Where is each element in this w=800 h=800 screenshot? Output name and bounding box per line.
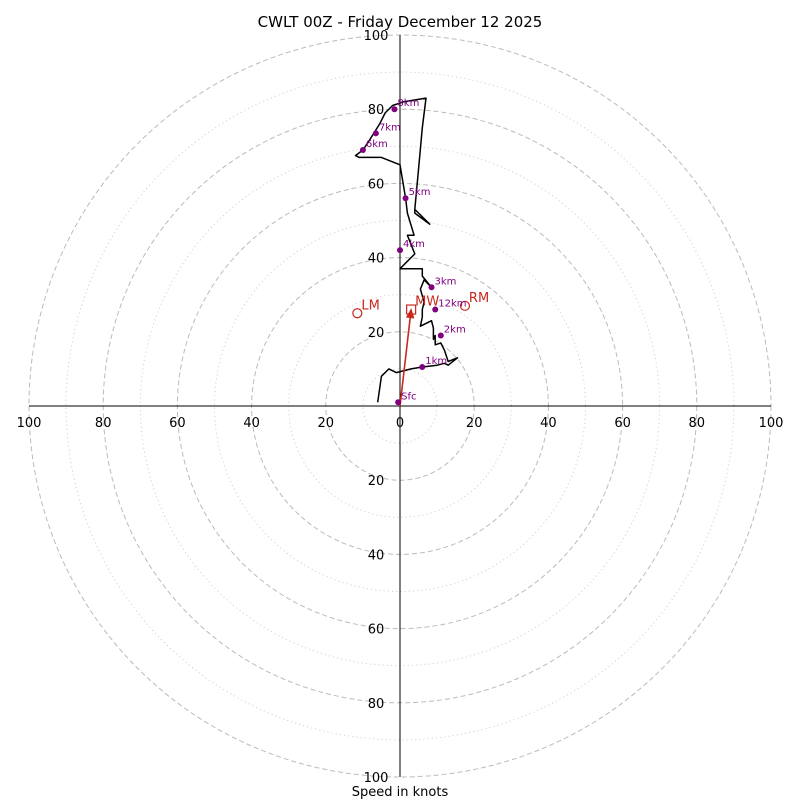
x-tick-label: 80 — [95, 416, 112, 431]
y-tick-label: 60 — [368, 177, 385, 192]
height-marker-5km — [402, 195, 409, 202]
height-marker-2km — [437, 332, 444, 339]
height-marker-12km — [432, 306, 439, 313]
y-tick-label: 100 — [364, 29, 389, 44]
storm-motion-marker-lm — [352, 308, 363, 319]
height-marker-label-4km: 4km — [403, 239, 425, 250]
x-axis-label: Speed in knots — [352, 785, 449, 800]
y-tick-label: 20 — [368, 474, 385, 489]
height-marker-1km — [419, 364, 426, 371]
y-tick-label: 100 — [364, 771, 389, 786]
storm-motion-label-rm: RM — [469, 291, 489, 306]
height-marker-sfc — [395, 399, 402, 406]
y-tick-label: 40 — [368, 548, 385, 563]
y-tick-label: 60 — [368, 623, 385, 638]
height-marker-7km — [372, 130, 379, 137]
y-tick-label: 20 — [368, 326, 385, 341]
y-tick-label: 80 — [368, 697, 385, 712]
height-marker-4km — [397, 247, 403, 254]
wind-trace — [354, 97, 459, 403]
x-tick-label: 60 — [614, 416, 631, 431]
storm-motion-label-mw: MW — [415, 295, 439, 310]
height-marker-label-5km: 5km — [409, 187, 431, 198]
x-tick-label: 100 — [17, 416, 42, 431]
height-marker-3km — [428, 284, 435, 291]
storm-motion-label-lm: LM — [361, 298, 379, 313]
wind-trace-group — [354, 97, 459, 403]
y-tick-label: 40 — [368, 252, 385, 267]
height-marker-6km — [359, 147, 366, 154]
storm-motion-marker-mw — [406, 304, 417, 315]
height-marker-label-6km: 6km — [366, 139, 388, 150]
height-marker-label-2km: 2km — [444, 325, 466, 336]
x-tick-label: 20 — [466, 416, 483, 431]
x-tick-label: 0 — [396, 416, 404, 431]
x-tick-label: 40 — [243, 416, 260, 431]
storm-motion-marker-rm — [459, 300, 471, 311]
chart-title: CWLT 00Z - Friday December 12 2025 — [258, 13, 543, 31]
y-tick-label: 80 — [368, 103, 385, 118]
height-markers-group: Sfc 1km 2km 12km 3km 4km 5km 6km 7km 8km — [359, 98, 467, 406]
height-marker-label-1km: 1km — [425, 356, 447, 367]
shear-vector-line — [399, 309, 412, 407]
x-tick-label: 60 — [169, 416, 186, 431]
height-marker-8km — [391, 106, 398, 113]
x-tick-label: 80 — [689, 416, 706, 431]
x-tick-label: 100 — [759, 416, 784, 431]
height-marker-label-12km: 12km — [438, 299, 466, 310]
height-marker-label-8km: 8km — [397, 98, 419, 109]
tick-labels: 100 80 60 40 20 0 20 40 60 80 100 100 80 60 40 20 20 40 60… — [17, 29, 784, 786]
height-marker-label-sfc: Sfc — [401, 391, 416, 402]
x-tick-label: 40 — [540, 416, 557, 431]
height-marker-label-3km: 3km — [435, 276, 457, 287]
height-marker-label-7km: 7km — [379, 122, 401, 133]
storm-motion-group: LM MW RM — [352, 291, 489, 319]
x-tick-label: 20 — [318, 416, 335, 431]
